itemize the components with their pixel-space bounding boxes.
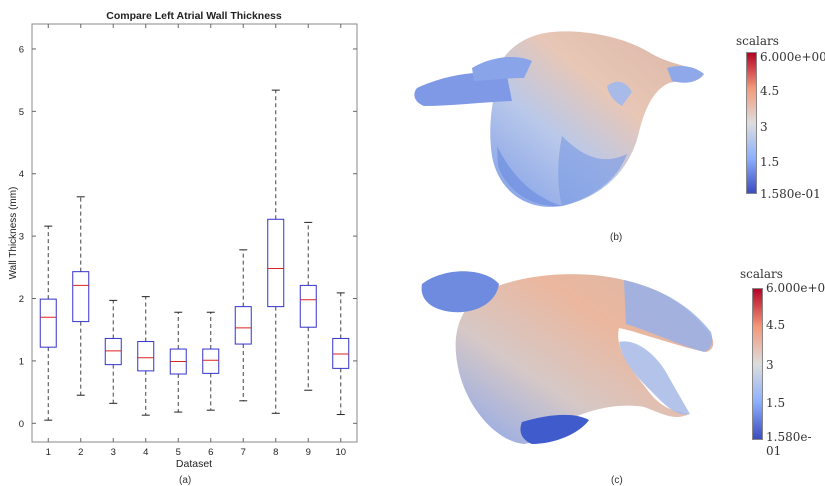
y-tick-label: 0 [19,419,24,430]
y-tick-label: 4 [19,169,24,180]
colorbar-title-c: scalars [740,267,783,281]
box-9 [299,221,317,391]
colorbar-max-label-c: 6.000e+00 [766,281,825,295]
box-6 [202,311,220,411]
x-tick-label: 8 [273,447,278,458]
atrium-model-b [414,31,704,207]
y-tick-label: 2 [19,294,24,305]
box-iqr [202,348,220,374]
x-tick-label: 5 [176,447,181,458]
y-tick-label: 6 [19,44,24,55]
box-2 [72,196,90,396]
panel-label-a: (a) [179,475,192,486]
box-5 [169,311,187,413]
colorbar-max-label-b: 6.000e+00 [760,50,825,64]
colorbar-tick-b-3: 1.5 [760,155,780,169]
x-tick-label: 10 [335,447,346,458]
y-tick-label: 3 [19,232,24,243]
colorbar-tick-b-2: 3 [760,120,768,134]
colorbar-b [746,52,757,194]
chart-title: Compare Left Atrial Wall Thickness [106,10,282,22]
x-tick-label: 2 [78,447,83,458]
box-plot-chart: Compare Left Atrial Wall Thickness Datas… [8,10,358,470]
x-tick-label: 3 [111,447,116,458]
box-1 [39,225,57,421]
x-axis-label: Dataset [176,458,212,470]
box-iqr [137,341,155,372]
box-iqr [299,284,317,328]
box-iqr [104,337,122,366]
colorbar-min-label-b: 1.580e-01 [760,187,821,201]
colorbar-tick-b-1: 4.5 [760,84,780,98]
plot-area [31,23,358,443]
box-10 [332,292,350,416]
y-axis-label: Wall Thickness (mm) [8,187,19,280]
x-tick-label: 1 [46,447,51,458]
colorbar-tick-c-3: 1.5 [766,396,786,410]
colorbar-tick-c-1: 4.5 [766,318,786,332]
x-tick-label: 7 [241,447,246,458]
box-8 [267,89,285,414]
panel-label-c: (c) [611,475,623,486]
box-4 [137,296,155,416]
y-tick-label: 1 [19,356,24,367]
x-tick-label: 4 [143,447,148,458]
box-iqr [39,298,57,348]
box-iqr [332,337,350,369]
colorbar-tick-c-2: 3 [766,358,774,372]
colorbar-c [752,288,763,440]
box-iqr [234,306,252,345]
colorbar-title-b: scalars [736,34,779,48]
box-iqr [267,218,285,308]
atrium-model-c [421,271,714,444]
box-3 [104,299,122,404]
x-tick-label: 6 [208,447,213,458]
x-tick-label: 9 [306,447,311,458]
colorbar-min-label-c: 1.580e-01 [766,430,812,458]
box-iqr [72,271,90,323]
box-7 [234,249,252,402]
panel-label-b: (b) [610,232,623,243]
y-tick-label: 5 [19,107,24,118]
